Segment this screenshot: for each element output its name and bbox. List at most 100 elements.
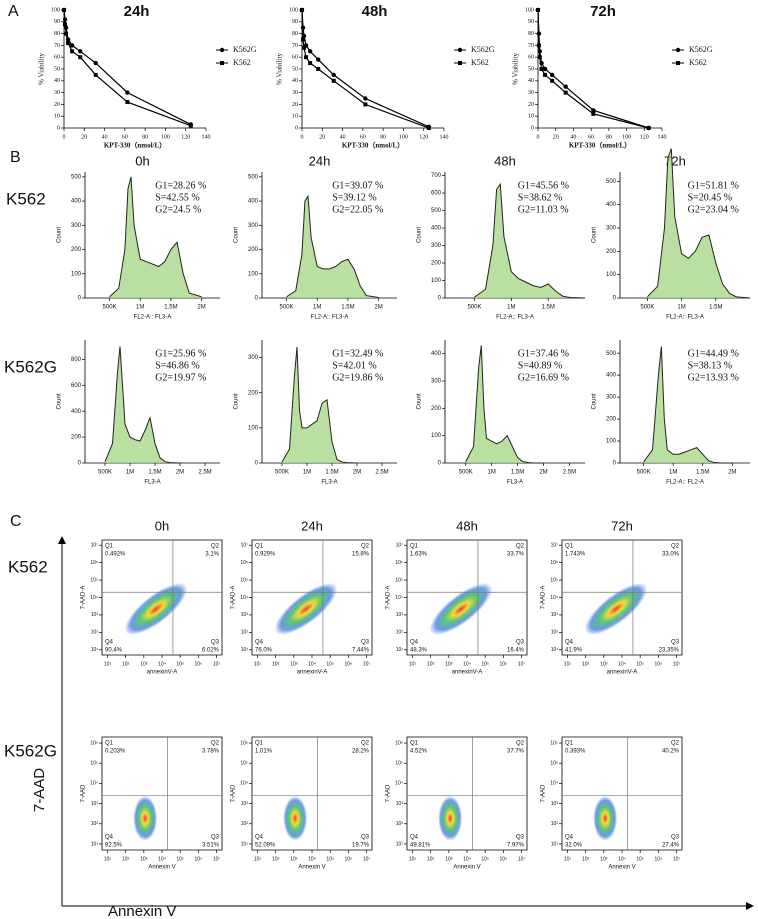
x-tick-label: 10⁶ — [195, 661, 203, 667]
x-tick-label: 500K — [275, 470, 289, 476]
point — [63, 22, 68, 27]
row-label: K562G — [4, 741, 57, 760]
y-tick-label: 100 — [431, 433, 442, 439]
x-axis-label: Annexin V — [608, 865, 635, 871]
y-tick-label: 600 — [431, 191, 442, 197]
x-tick-label: 10⁶ — [500, 856, 508, 862]
quadrant-name: Q3 — [211, 640, 220, 646]
x-tick-label: 10³ — [600, 856, 608, 862]
y-tick-label: 10⁶ — [240, 560, 248, 566]
quadrant-name: Q3 — [211, 835, 220, 841]
y-tick-label: 10¹ — [551, 841, 559, 847]
x-tick-label: 10⁷ — [673, 856, 681, 862]
y-axis-label: Count — [417, 227, 423, 243]
x-tick-label: 1M — [313, 305, 321, 311]
quadrant-value: 41.9% — [565, 648, 583, 654]
y-tick-label: 100 — [606, 439, 617, 445]
annotation: S=46.86 % — [155, 360, 200, 371]
y-tick-label: 10⁵ — [90, 761, 98, 767]
series-line — [63, 9, 192, 125]
quadrant-name: Q3 — [361, 640, 370, 646]
point — [563, 90, 568, 95]
y-axis-label: Count — [592, 227, 598, 243]
y-tick-label: 10⁷ — [396, 543, 404, 549]
legend-label: K562 — [233, 58, 251, 67]
y-axis-label: Count — [417, 393, 423, 409]
y-tick-label: 10⁶ — [550, 560, 558, 566]
y-axis-label: % Viability — [38, 53, 46, 85]
y-tick-label: 200 — [431, 261, 442, 267]
y-tick-label: 60 — [292, 55, 298, 61]
y-tick-label: 10⁶ — [240, 740, 248, 746]
quadrant-value: 52.09% — [255, 843, 276, 849]
x-tick-label: 0 — [537, 134, 540, 140]
quadrant-value: 40.2% — [662, 749, 680, 755]
y-tick-label: 0 — [613, 296, 617, 302]
y-tick-label: 10¹ — [396, 647, 404, 653]
x-tick-label: 10⁷ — [213, 856, 221, 862]
point — [78, 55, 83, 60]
y-tick-label: 10⁵ — [395, 577, 403, 583]
x-tick-label: 10² — [122, 856, 130, 862]
point — [536, 43, 541, 48]
annotation: G2=24.5 % — [155, 204, 201, 215]
quadrant-name: Q1 — [410, 741, 419, 747]
legend-label: K562 — [689, 58, 707, 67]
annotation: G2=16.69 % — [518, 372, 569, 383]
point — [539, 67, 544, 71]
y-tick-label: 30 — [54, 90, 60, 96]
x-axis-label: FL3-A — [144, 480, 160, 486]
x-tick-label: 10² — [272, 856, 280, 862]
y-tick-label: 10² — [551, 630, 559, 636]
y-tick-label: 0 — [78, 296, 82, 302]
x-tick-label: 100 — [161, 134, 170, 140]
y-tick-label: 70 — [292, 43, 298, 49]
quadrant-name: Q2 — [361, 741, 370, 747]
point — [307, 49, 313, 54]
y-tick-label: 300 — [248, 223, 259, 229]
x-tick-label: 10⁷ — [363, 856, 371, 862]
y-axis-label: % Viability — [276, 53, 284, 85]
quadrant-value: 3.78% — [202, 749, 220, 755]
y-tick-label: 100 — [248, 425, 259, 431]
quadrant-name: Q1 — [410, 544, 419, 550]
chart-title: 72h — [590, 3, 616, 20]
panel-label: B — [10, 149, 21, 166]
y-tick-label: 10¹ — [551, 647, 559, 653]
x-tick-label: 20 — [553, 134, 559, 140]
y-tick-label: 10⁴ — [240, 595, 248, 601]
y-tick-label: 40 — [54, 78, 60, 84]
x-tick-label: 10⁷ — [673, 661, 681, 667]
annotation: S=38.13 % — [688, 360, 733, 371]
x-tick-label: 80 — [606, 134, 612, 140]
y-axis-label: 7-AAD — [81, 784, 87, 802]
x-tick-label: 10¹ — [254, 856, 262, 862]
x-tick-label: 10⁵ — [176, 856, 184, 862]
quadrant-value: 7.44% — [352, 648, 370, 654]
y-tick-label: 40 — [528, 78, 534, 84]
x-tick-label: 100 — [622, 134, 631, 140]
quadrant-value: 16.4% — [507, 648, 525, 654]
point — [302, 45, 307, 50]
y-tick-label: 10³ — [396, 612, 404, 618]
point — [426, 126, 431, 130]
chart-title: 72h — [611, 518, 633, 533]
point — [70, 49, 75, 54]
y-tick-label: 80 — [54, 31, 60, 37]
y-tick-label: 200 — [71, 435, 82, 441]
y-tick-label: 10² — [91, 630, 99, 636]
point — [550, 78, 555, 83]
quadrant-value: 49.81% — [410, 843, 431, 849]
y-tick-label: 200 — [248, 390, 259, 396]
y-tick-label: 80 — [528, 31, 534, 37]
y-tick-label: 10⁵ — [550, 577, 558, 583]
x-axis-label: KPT-330（nmol/L） — [104, 142, 166, 150]
y-axis-label: 7-AAD — [386, 784, 392, 802]
quadrant-value: 4.52% — [410, 749, 428, 755]
x-axis-label: annexinV-A — [452, 670, 483, 676]
y-tick-label: 100 — [289, 7, 298, 13]
y-tick-label: 10⁴ — [550, 781, 558, 787]
density-cloud — [274, 582, 338, 636]
x-tick-label: 10⁴ — [618, 661, 626, 667]
x-axis-label: Annexin V — [148, 865, 175, 871]
